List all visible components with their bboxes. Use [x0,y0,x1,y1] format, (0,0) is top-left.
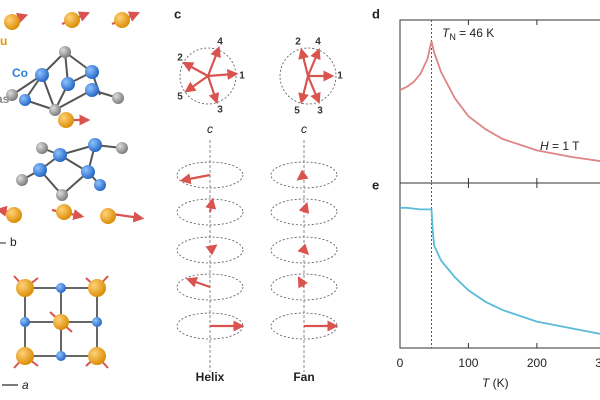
atom-label: as [0,92,10,106]
text: = 46 K [456,26,494,40]
model-label: Helix [196,370,225,384]
x-tick-label: 100 [458,356,478,370]
angle-label: 5 [294,106,300,117]
symbol: H [540,139,549,153]
annotation: TN = 46 K [442,26,494,42]
atom-label: u [0,34,7,48]
angle-label: 1 [239,71,245,82]
angle-label: 4 [217,37,223,48]
angle-label: 3 [217,105,223,116]
data-line [400,206,600,335]
annotation: H = 1 T [540,139,580,153]
x-axis-label: T (K) [482,376,509,390]
spin-diagram: c 1 2 3 4 5 1 2 3 4 5 c c Helix Fan [174,6,343,384]
axis-label: b [10,235,17,249]
data-line [399,40,600,162]
angle-label: 5 [177,92,183,103]
angle-label: 1 [337,71,343,82]
axis-label: a [22,378,29,392]
angle-label: 3 [317,106,323,117]
model-label: Fan [293,370,314,384]
plot-frame [399,182,600,349]
angle-label: 2 [177,53,183,64]
x-tick-label: 300 [595,356,600,370]
angle-label: 2 [295,37,301,48]
panel-label: d [372,6,380,21]
text: (K) [489,376,508,390]
subscript: N [449,32,456,42]
axis-label: c [301,122,307,136]
panel-label: c [174,6,181,21]
charts: dTN = 46 KH = 1 Te0100200300T (K) [372,6,600,390]
axis-label: c [207,122,213,136]
text: = 1 T [549,139,580,153]
crystal-structure: b a u Co as [0,11,145,392]
panel-label: e [372,177,379,192]
angle-label: 4 [315,37,321,48]
symbol: T [442,26,451,40]
x-tick-label: 200 [527,356,547,370]
x-tick-label: 0 [397,356,404,370]
atom-label: Co [12,66,28,80]
symbol: T [482,376,491,390]
